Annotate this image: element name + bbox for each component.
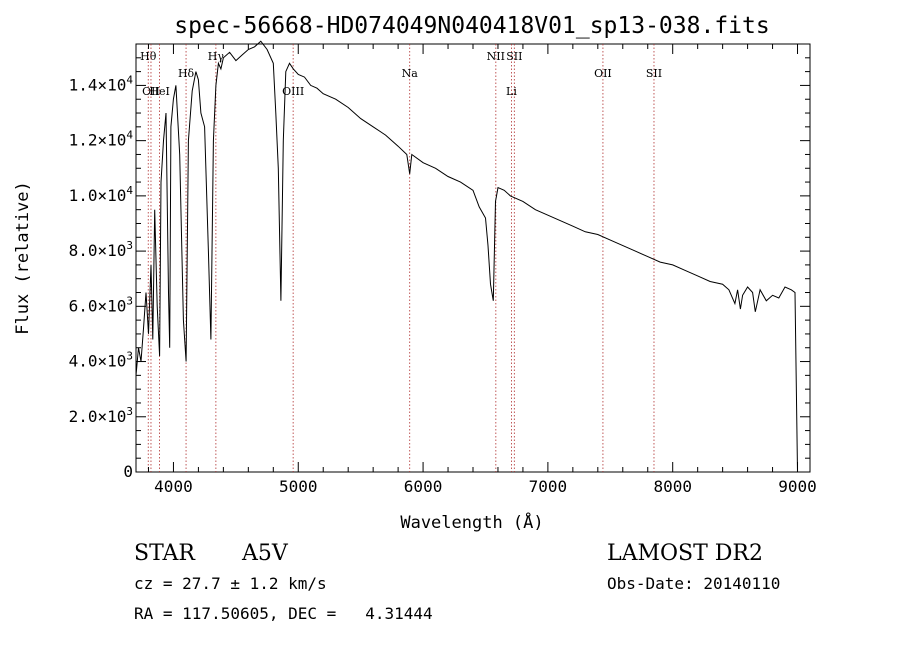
y-tick-exponent: 4 bbox=[126, 184, 133, 197]
x-tick-label: 9000 bbox=[778, 477, 817, 496]
line-marker-label: HeI bbox=[149, 85, 169, 98]
x-tick-label: 7000 bbox=[529, 477, 568, 496]
object-class: STAR bbox=[134, 541, 196, 566]
x-tick-label: 8000 bbox=[653, 477, 692, 496]
line-marker-label: Na bbox=[402, 67, 419, 80]
y-tick-exponent: 4 bbox=[126, 73, 133, 86]
x-tick-label: 6000 bbox=[404, 477, 443, 496]
y-axis-ticks: 02.0×1034.0×1036.0×1038.0×1031.0×1041.2×… bbox=[69, 43, 810, 481]
y-tick-mantissa: 6.0×10 bbox=[69, 296, 127, 315]
line-marker-label: SII bbox=[506, 50, 522, 63]
y-tick-label: 8.0×103 bbox=[69, 239, 133, 260]
y-tick-exponent: 3 bbox=[126, 350, 133, 363]
x-axis-label: Wavelength (Å) bbox=[400, 511, 543, 533]
y-tick-label: 2.0×103 bbox=[69, 405, 133, 426]
y-tick-mantissa: 2.0×10 bbox=[69, 407, 127, 426]
y-tick-exponent: 4 bbox=[126, 129, 133, 142]
y-axis-label: Flux (relative) bbox=[13, 181, 33, 335]
y-tick-label: 6.0×103 bbox=[69, 294, 133, 315]
y-tick-mantissa: 4.0×10 bbox=[69, 352, 127, 371]
line-marker-label: Hδ bbox=[178, 67, 195, 80]
x-tick-label: 5000 bbox=[279, 477, 318, 496]
survey-name: LAMOST DR2 bbox=[607, 541, 763, 566]
y-tick-mantissa: 0 bbox=[123, 462, 133, 481]
plot-frame bbox=[135, 43, 811, 473]
spectrum-line bbox=[135, 40, 798, 473]
y-tick-mantissa: 1.0×10 bbox=[69, 186, 127, 205]
x-tick-label: 4000 bbox=[154, 477, 193, 496]
line-marker-label: Hθ bbox=[140, 50, 157, 63]
y-tick-label: 0 bbox=[123, 462, 133, 481]
y-tick-mantissa: 1.4×10 bbox=[69, 75, 127, 94]
object-subclass: A5V bbox=[241, 541, 289, 566]
y-tick-label: 1.0×104 bbox=[69, 184, 134, 205]
line-marker-label: NII bbox=[487, 50, 505, 63]
y-tick-mantissa: 1.2×10 bbox=[69, 131, 127, 150]
line-marker-label: SII bbox=[646, 67, 662, 80]
y-tick-mantissa: 8.0×10 bbox=[69, 241, 127, 260]
line-marker-label: Li bbox=[506, 85, 517, 98]
y-tick-exponent: 3 bbox=[126, 239, 133, 252]
x-axis-ticks: 4000 5000 6000 7000 8000 9000 bbox=[147, 44, 817, 496]
line-marker-label: OII bbox=[594, 67, 612, 80]
y-tick-exponent: 3 bbox=[126, 294, 133, 307]
y-tick-label: 4.0×103 bbox=[69, 350, 133, 371]
line-marker-label: Hγ bbox=[208, 50, 225, 63]
obs-date: Obs-Date: 20140110 bbox=[607, 574, 780, 593]
y-tick-label: 1.2×104 bbox=[69, 129, 134, 150]
ra-dec: RA = 117.50605, DEC = 4.31444 bbox=[134, 604, 433, 623]
chart-title: spec-56668-HD074049N040418V01_sp13-038.f… bbox=[174, 13, 769, 39]
y-tick-label: 1.4×104 bbox=[69, 73, 134, 94]
line-marker-label: OII bbox=[142, 85, 160, 98]
y-tick-exponent: 3 bbox=[126, 405, 133, 418]
line-marker-label: OIII bbox=[282, 85, 304, 98]
redshift-cz: cz = 27.7 ± 1.2 km/s bbox=[134, 574, 327, 593]
